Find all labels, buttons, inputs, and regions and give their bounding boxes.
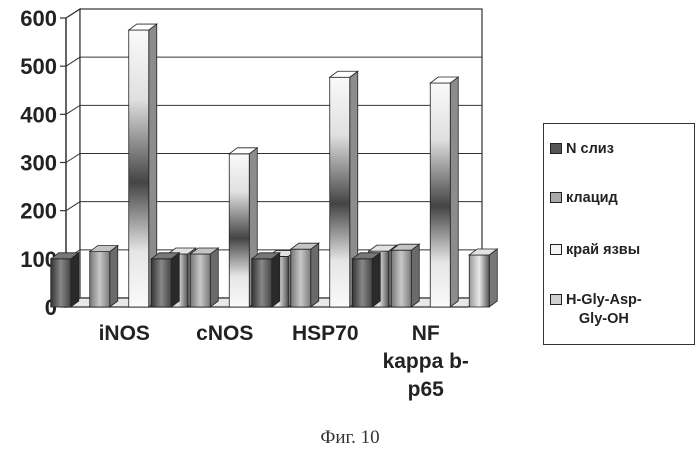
- x-category-label: iNOS: [99, 322, 150, 345]
- legend-item: клацид: [550, 189, 618, 208]
- bar-1-3: [391, 244, 419, 307]
- bar-0-3: [352, 253, 380, 307]
- y-tick-label: 300: [20, 151, 57, 176]
- x-axis-categories: iNOS cNOS HSP70 NFkappa b-p65: [99, 322, 469, 401]
- legend: N слиз клацид край язвы H-Gly-Asp- Gly-OH: [543, 123, 695, 345]
- x-category-label: HSP70: [292, 322, 359, 345]
- bar-0-1: [151, 253, 179, 307]
- y-tick-label: 200: [20, 199, 57, 224]
- bar-0-2: [252, 253, 280, 307]
- y-tick-label: 400: [20, 102, 57, 127]
- bar-2-3: [430, 77, 458, 307]
- legend-swatch: [550, 143, 562, 154]
- bar-0-0: [51, 253, 79, 307]
- bar-1-1: [190, 248, 218, 307]
- legend-swatch: [550, 294, 562, 305]
- legend-item: H-Gly-Asp- Gly-OH: [550, 291, 642, 329]
- legend-label: H-Gly-Asp- Gly-OH: [566, 291, 642, 329]
- bar-3-3: [469, 249, 497, 307]
- x-category-label: NFkappa b-p65: [383, 322, 469, 401]
- legend-swatch: [550, 244, 562, 255]
- y-tick-label: 600: [20, 6, 57, 31]
- legend-swatch: [550, 192, 562, 203]
- x-category-label: cNOS: [196, 322, 253, 345]
- figure-caption: Фиг. 10: [0, 427, 700, 449]
- legend-item: край язвы: [550, 241, 640, 260]
- y-tick-label: 500: [20, 54, 57, 79]
- bar-1-0: [90, 246, 118, 307]
- legend-label: N слиз: [566, 140, 614, 159]
- bar-1-2: [291, 243, 319, 307]
- legend-item: N слиз: [550, 140, 614, 159]
- legend-label: край язвы: [566, 241, 640, 260]
- legend-label: клацид: [566, 189, 618, 208]
